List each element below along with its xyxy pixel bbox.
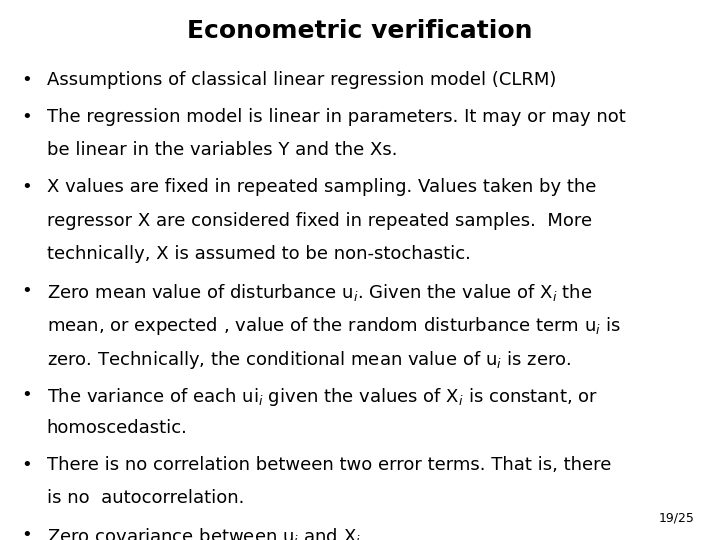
Text: zero. Technically, the conditional mean value of u$_i$ is zero.: zero. Technically, the conditional mean …: [47, 349, 571, 371]
Text: Zero covariance between u$_i$ and X$_i$: Zero covariance between u$_i$ and X$_i$: [47, 526, 361, 540]
Text: regressor X are considered fixed in repeated samples.  More: regressor X are considered fixed in repe…: [47, 212, 592, 230]
Text: 19/25: 19/25: [659, 512, 695, 525]
Text: Assumptions of classical linear regression model (CLRM): Assumptions of classical linear regressi…: [47, 71, 556, 89]
Text: The regression model is linear in parameters. It may or may not: The regression model is linear in parame…: [47, 108, 626, 126]
Text: be linear in the variables Y and the Xs.: be linear in the variables Y and the Xs.: [47, 141, 397, 159]
Text: •: •: [22, 282, 32, 300]
Text: is no  autocorrelation.: is no autocorrelation.: [47, 489, 244, 507]
Text: •: •: [22, 456, 32, 474]
Text: •: •: [22, 108, 32, 126]
Text: Econometric verification: Econometric verification: [187, 19, 533, 43]
Text: technically, X is assumed to be non-stochastic.: technically, X is assumed to be non-stoc…: [47, 245, 471, 263]
Text: •: •: [22, 178, 32, 196]
Text: X values are fixed in repeated sampling. Values taken by the: X values are fixed in repeated sampling.…: [47, 178, 596, 196]
Text: •: •: [22, 71, 32, 89]
Text: •: •: [22, 386, 32, 403]
Text: mean, or expected , value of the random disturbance term u$_i$ is: mean, or expected , value of the random …: [47, 315, 621, 338]
Text: The variance of each ui$_i$ given the values of X$_i$ is constant, or: The variance of each ui$_i$ given the va…: [47, 386, 598, 408]
Text: homoscedastic.: homoscedastic.: [47, 419, 188, 437]
Text: •: •: [22, 526, 32, 540]
Text: There is no correlation between two error terms. That is, there: There is no correlation between two erro…: [47, 456, 611, 474]
Text: Zero mean value of disturbance u$_i$. Given the value of X$_i$ the: Zero mean value of disturbance u$_i$. Gi…: [47, 282, 592, 303]
